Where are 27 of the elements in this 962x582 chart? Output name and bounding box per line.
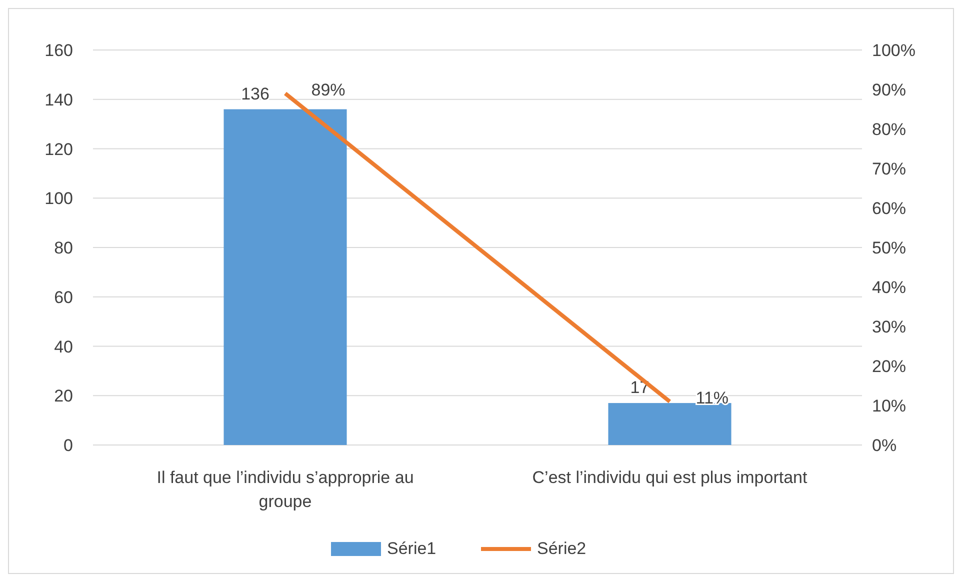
y2-tick-label: 10% bbox=[872, 396, 906, 416]
x-tick-label: C’est l’individu qui est plus important bbox=[532, 468, 808, 487]
y2-tick-label: 20% bbox=[872, 357, 906, 376]
data-label: 11% bbox=[696, 388, 729, 408]
y-tick-label: 0 bbox=[64, 436, 73, 455]
y2-tick-label: 40% bbox=[872, 278, 906, 297]
y2-tick-label: 60% bbox=[872, 199, 906, 218]
y-tick-label: 60 bbox=[54, 288, 73, 307]
data-label: 89% bbox=[311, 80, 346, 100]
y-tick-label: 40 bbox=[54, 337, 73, 356]
legend-label: Série1 bbox=[387, 539, 436, 558]
y-tick-label: 140 bbox=[44, 90, 73, 110]
y2-tick-label: 0% bbox=[872, 436, 897, 455]
y-tick-label: 120 bbox=[44, 140, 73, 159]
y2-tick-label: 80% bbox=[872, 120, 906, 139]
y2-tick-label: 70% bbox=[872, 160, 906, 178]
y-tick-label: 160 bbox=[44, 41, 73, 60]
data-label: 136 bbox=[241, 84, 270, 104]
y2-tick-label: 90% bbox=[872, 80, 906, 100]
x-tick-label: Il faut que l’individu s’approprie au groupe bbox=[156, 468, 414, 511]
y2-tick-label: 30% bbox=[872, 318, 906, 336]
y2-tick-label: 50% bbox=[872, 238, 906, 258]
legend-label: Série2 bbox=[537, 539, 586, 558]
y-tick-label: 80 bbox=[54, 238, 73, 258]
y2-tick-label: 100% bbox=[872, 41, 916, 60]
y-tick-label: 100 bbox=[44, 189, 73, 208]
y-tick-label: 20 bbox=[54, 386, 73, 406]
